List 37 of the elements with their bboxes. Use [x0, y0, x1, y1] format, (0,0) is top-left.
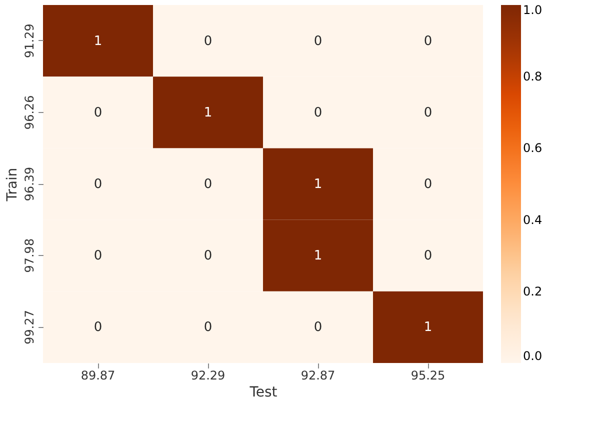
data-label: 0: [94, 248, 102, 264]
x-tick-label: 92.29: [190, 368, 226, 382]
data-label: 1: [314, 248, 322, 264]
data-label: 0: [204, 34, 212, 49]
color-bar-label: 0.8: [523, 70, 542, 84]
data-label: 0: [314, 105, 322, 120]
y-tick-label: 96.26: [22, 95, 36, 130]
data-label: 0: [424, 34, 432, 49]
y-tick-label: 99.27: [22, 310, 36, 344]
data-label: 1: [204, 105, 212, 120]
data-label: 0: [204, 248, 212, 264]
color-bar-label: 1.0: [523, 3, 542, 17]
data-label: 0: [94, 177, 102, 192]
data-label: 0: [204, 177, 212, 192]
color-bar-label: 0.6: [523, 141, 542, 156]
data-label: 1: [94, 34, 102, 49]
data-label: 0: [204, 320, 212, 336]
data-label: 0: [314, 320, 322, 336]
data-label: 0: [424, 248, 432, 264]
y-tick-label: 91.29: [22, 24, 36, 58]
x-tick-label: 92.87: [300, 368, 336, 382]
data-label: 1: [424, 320, 432, 336]
data-label: 0: [94, 320, 102, 336]
y-axis-title: Train: [4, 168, 20, 202]
color-bar-label: 0.0: [523, 349, 542, 363]
data-label: 1: [314, 177, 322, 192]
x-axis-title: Test: [248, 384, 278, 400]
x-tick-label: 95.25: [410, 368, 446, 382]
data-label: 0: [424, 105, 432, 120]
y-tick-label: 96.39: [22, 166, 36, 202]
data-label: 0: [424, 177, 432, 192]
data-label: 0: [94, 105, 102, 120]
color-bar-label: 0.2: [523, 284, 542, 298]
color-bar-label: 0.4: [523, 212, 542, 227]
y-tick-label: 97.98: [22, 238, 36, 273]
x-tick-label: 89.87: [80, 368, 116, 382]
data-label: 0: [314, 34, 322, 49]
